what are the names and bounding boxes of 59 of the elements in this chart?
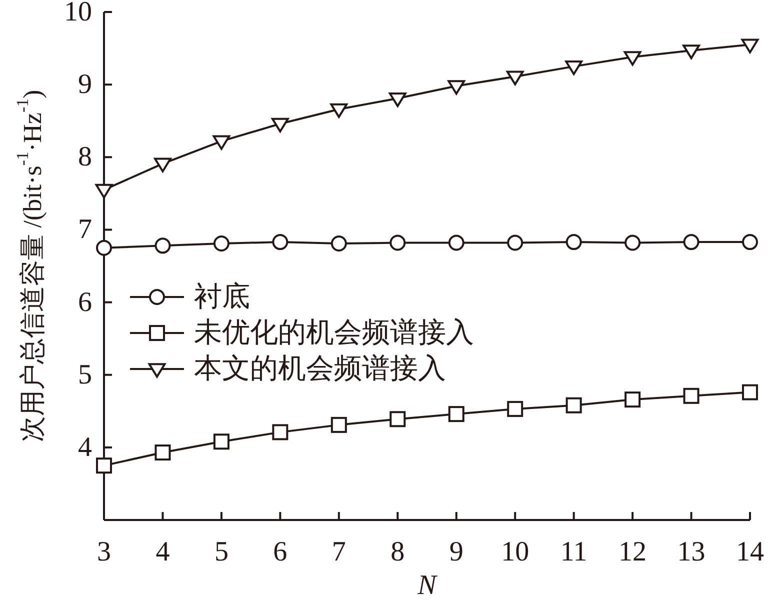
x-axis-title: N [416,570,438,601]
x-tick-label: 4 [156,536,170,568]
x-tick-label: 3 [97,536,111,568]
point [330,416,347,433]
legend-label: 未优化的机会频谱接入 [194,318,474,348]
y-tick-label: 9 [78,69,92,100]
point [624,392,641,408]
x-tick-label: 8 [390,536,405,568]
point [682,44,700,60]
x-tick-label: 12 [618,536,647,568]
legend-label: 本文的机会频谱接入 [194,354,446,384]
x-tick-label: 13 [677,536,706,568]
point [624,51,642,66]
point [741,38,759,54]
point [742,234,758,250]
point [507,400,524,417]
point [566,397,582,414]
point [624,234,641,251]
point [96,458,112,474]
point [448,80,466,95]
point [272,234,288,250]
point [683,234,700,250]
point [683,388,700,404]
point [390,234,406,251]
x-tick-label: 11 [560,536,588,568]
point [390,411,406,428]
point [213,434,230,450]
y-tick-label: 10 [64,0,92,28]
x-tick-label: 10 [501,536,530,568]
y-tick-label: 5 [78,359,92,390]
point [154,444,171,461]
point [212,135,230,150]
point [742,384,758,400]
point [507,234,524,251]
point [448,406,464,422]
point [271,118,289,132]
x-tick-label: 5 [214,536,228,568]
y-tick-label: 4 [78,432,92,463]
y-tick-label: 7 [78,214,92,246]
point [388,92,406,108]
x-tick-label: 6 [273,536,288,568]
point [96,240,112,256]
x-tick-label: 14 [736,536,764,568]
point [95,184,113,198]
x-tick-label: 9 [449,536,464,568]
y-tick-label: 8 [78,142,92,173]
point [330,236,347,252]
point [272,424,288,440]
point [154,158,172,172]
point [154,238,171,254]
point [565,60,583,76]
point [213,236,230,252]
legend-label: 衬底 [194,282,250,312]
y-tick-label: 6 [78,286,92,318]
point [330,103,348,118]
x-tick-label: 7 [332,536,346,568]
point [448,234,464,251]
point [506,70,524,86]
point [566,234,582,250]
